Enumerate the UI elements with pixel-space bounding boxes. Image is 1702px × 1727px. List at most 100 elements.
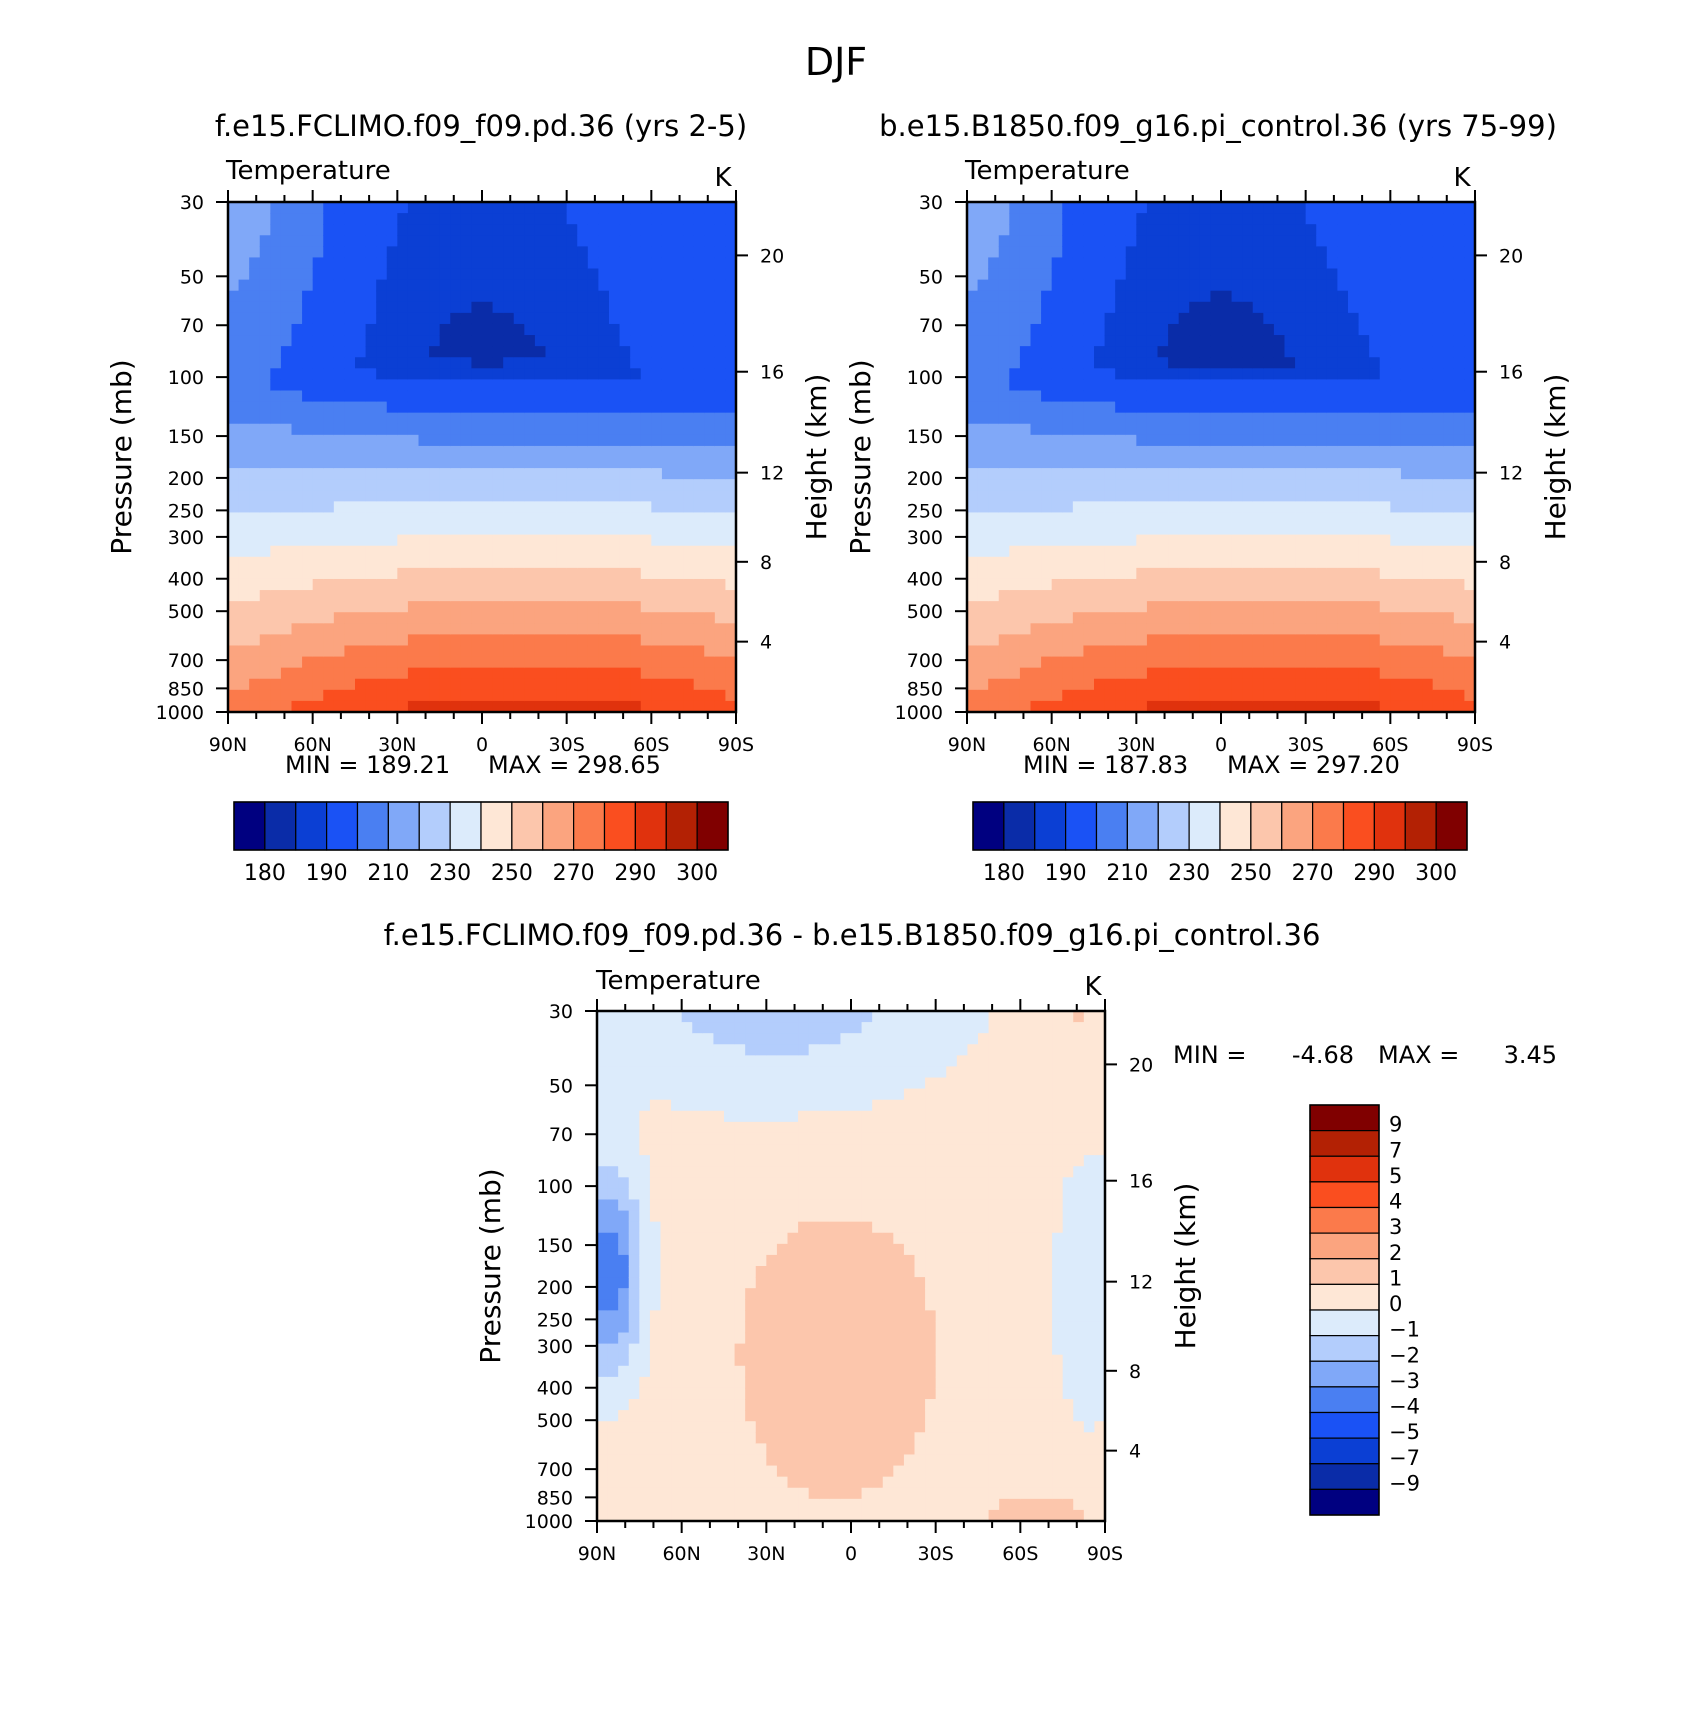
contour-cell: [967, 468, 979, 480]
contour-cell: [714, 290, 727, 303]
contour-cell: [1199, 623, 1212, 635]
contour-cell: [524, 224, 536, 236]
contour-cell: [977, 479, 989, 491]
contour-cell: [1125, 490, 1137, 502]
contour-cell: [228, 645, 240, 658]
contour-cell: [1231, 501, 1243, 514]
contour-cell: [407, 501, 420, 514]
contour-cell: [577, 534, 589, 547]
contour-cell: [1136, 246, 1148, 259]
contour-cell: [1273, 268, 1286, 281]
contour-cell: [1221, 634, 1233, 647]
contour-cell: [1432, 213, 1444, 225]
contour-cell: [439, 545, 451, 558]
contour-cell: [671, 1188, 683, 1201]
contour-cell: [1030, 556, 1042, 569]
contour-cell: [651, 213, 663, 225]
contour-cell: [1411, 468, 1423, 480]
contour-cell: [598, 346, 610, 358]
contour-cell: [471, 567, 483, 580]
contour-cell: [1337, 224, 1349, 236]
contour-cell: [607, 1254, 619, 1267]
contour-cell: [1199, 667, 1212, 680]
contour-cell: [1284, 323, 1296, 336]
contour-cell: [640, 323, 652, 336]
contour-cell: [1019, 479, 1032, 491]
contour-cell: [671, 1299, 683, 1311]
contour-cell: [534, 335, 547, 347]
contour-cell: [418, 656, 430, 669]
contour-cell: [1443, 202, 1455, 214]
contour-cell: [386, 612, 398, 624]
contour-cell: [1221, 578, 1233, 591]
contour-cell: [1178, 323, 1190, 336]
contour-cell: [1273, 224, 1286, 236]
contour-cell: [439, 279, 451, 292]
contour-cell: [1041, 545, 1053, 558]
contour-cell: [1009, 612, 1021, 624]
contour-cell: [365, 290, 377, 303]
contour-cell: [429, 246, 441, 259]
panel-2-max-label: MAX = 297.20: [1227, 751, 1400, 779]
contour-cell: [1072, 545, 1085, 558]
contour-cell: [681, 1254, 693, 1267]
contour-cell: [1316, 667, 1328, 680]
contour-cell: [651, 578, 663, 591]
contour-cell: [482, 423, 494, 436]
contour-cell: [556, 578, 568, 591]
contour-cell: [1136, 590, 1148, 602]
contour-cell: [355, 700, 367, 713]
contour-cell: [630, 246, 642, 259]
contour-cell: [471, 290, 483, 303]
contour-cell: [429, 689, 441, 702]
contour-cell: [619, 390, 631, 403]
contour-cell: [683, 213, 695, 225]
contour-cell: [1422, 590, 1434, 602]
contour-cell: [1051, 390, 1063, 403]
contour-cell: [651, 202, 663, 214]
contour-cell: [1115, 235, 1127, 247]
contour-cell: [566, 423, 578, 436]
contour-cell: [1125, 578, 1137, 591]
contour-cell: [1125, 290, 1137, 303]
contour-cell: [1326, 490, 1339, 502]
contour-cell: [1178, 667, 1190, 680]
contour-cell: [1062, 590, 1074, 602]
contour-cell: [365, 445, 377, 458]
contour-cell: [693, 634, 705, 647]
contour-cell: [1041, 401, 1053, 414]
contour-cell: [355, 312, 367, 325]
contour-cell: [323, 479, 335, 491]
contour-cell: [355, 556, 367, 569]
contour-cell: [577, 235, 589, 247]
contour-cell: [280, 202, 293, 214]
contour-cell: [597, 1310, 609, 1323]
contour-cell: [249, 357, 261, 369]
contour-cell: [704, 523, 716, 536]
contour-cell: [1326, 246, 1339, 259]
contour-cell: [1178, 379, 1190, 392]
contour-cell: [312, 612, 324, 624]
contour-cell: [639, 1210, 651, 1223]
contour-cell: [524, 601, 536, 613]
contour-cell: [693, 301, 705, 314]
contour-cell: [534, 523, 547, 536]
contour-cell: [683, 656, 695, 669]
contour-cell: [534, 279, 547, 292]
contour-cell: [545, 556, 557, 569]
contour-cell: [471, 501, 483, 514]
contour-cell: [1178, 224, 1190, 236]
contour-cell: [270, 202, 282, 214]
contour-cell: [597, 1288, 609, 1300]
contour-cell: [439, 556, 451, 569]
contour-cell: [1221, 235, 1233, 247]
contour-cell: [545, 534, 557, 547]
contour-cell: [1030, 368, 1042, 380]
contour-cell: [291, 368, 303, 380]
contour-cell: [238, 434, 250, 447]
contour-cell: [619, 523, 631, 536]
contour-cell: [1284, 457, 1296, 469]
contour-cell: [1041, 534, 1053, 547]
contour-cell: [1242, 468, 1254, 480]
contour-cell: [1464, 224, 1476, 236]
